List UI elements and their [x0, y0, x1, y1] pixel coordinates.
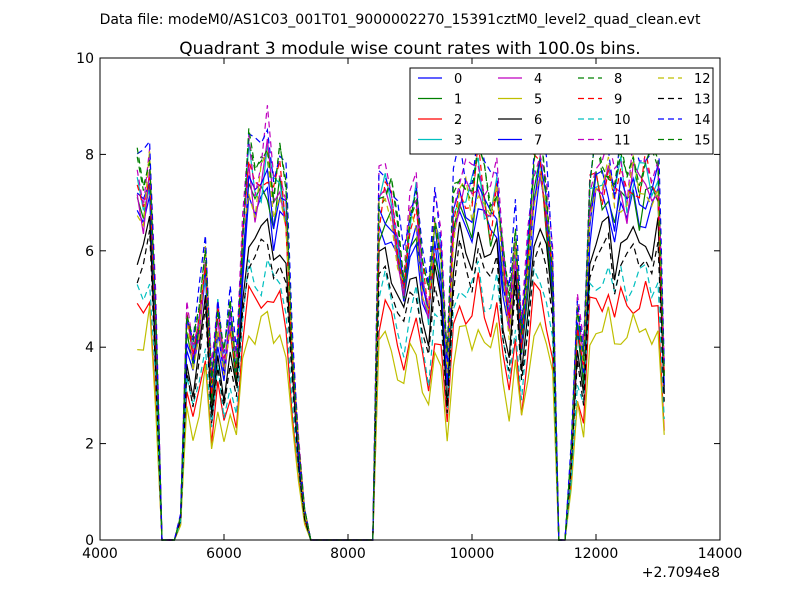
legend-label-15: 15	[694, 134, 711, 149]
x-tick-label: 6000	[206, 546, 242, 562]
legend-label-9: 9	[614, 93, 622, 108]
chart-title: Quadrant 3 module wise count rates with …	[179, 39, 640, 59]
x-tick-label: 4000	[82, 546, 118, 562]
series-line-9	[136, 140, 665, 541]
legend-label-5: 5	[534, 93, 542, 108]
legend-label-11: 11	[614, 134, 631, 149]
plot-frame	[99, 57, 721, 541]
x-tick-label: 8000	[330, 546, 366, 562]
legend-label-12: 12	[694, 72, 711, 87]
series-line-7	[136, 159, 665, 541]
series-line-13	[136, 229, 665, 541]
legend-label-6: 6	[534, 113, 542, 128]
y-tick-label: 10	[76, 51, 94, 67]
y-tick-label: 0	[85, 533, 94, 549]
series-line-15	[136, 118, 665, 541]
y-tick-label: 2	[85, 437, 94, 453]
x-tick-label: 14000	[698, 546, 743, 562]
series-lines	[136, 105, 665, 541]
x-tick-label: 10000	[450, 546, 495, 562]
legend-label-2: 2	[454, 113, 462, 128]
chart-suptitle: Data file: modeM0/AS1C03_001T01_90000022…	[100, 12, 701, 28]
legend-label-0: 0	[454, 72, 462, 87]
legend-label-8: 8	[614, 72, 622, 87]
legend-label-4: 4	[534, 72, 542, 87]
y-tick-label: 6	[85, 244, 94, 260]
y-tick-label: 8	[85, 147, 94, 163]
x-tick-label: 12000	[574, 546, 619, 562]
legend-label-14: 14	[694, 113, 711, 128]
series-line-10	[136, 257, 665, 541]
legend-label-10: 10	[614, 113, 631, 128]
legend-label-1: 1	[454, 93, 462, 108]
x-axis-offset-label: +2.7094e8	[642, 565, 720, 581]
y-tick-label: 4	[85, 340, 94, 356]
series-line-5	[137, 306, 665, 541]
legend-label-3: 3	[454, 134, 462, 149]
legend-label-7: 7	[534, 134, 542, 149]
legend-label-13: 13	[694, 93, 711, 108]
